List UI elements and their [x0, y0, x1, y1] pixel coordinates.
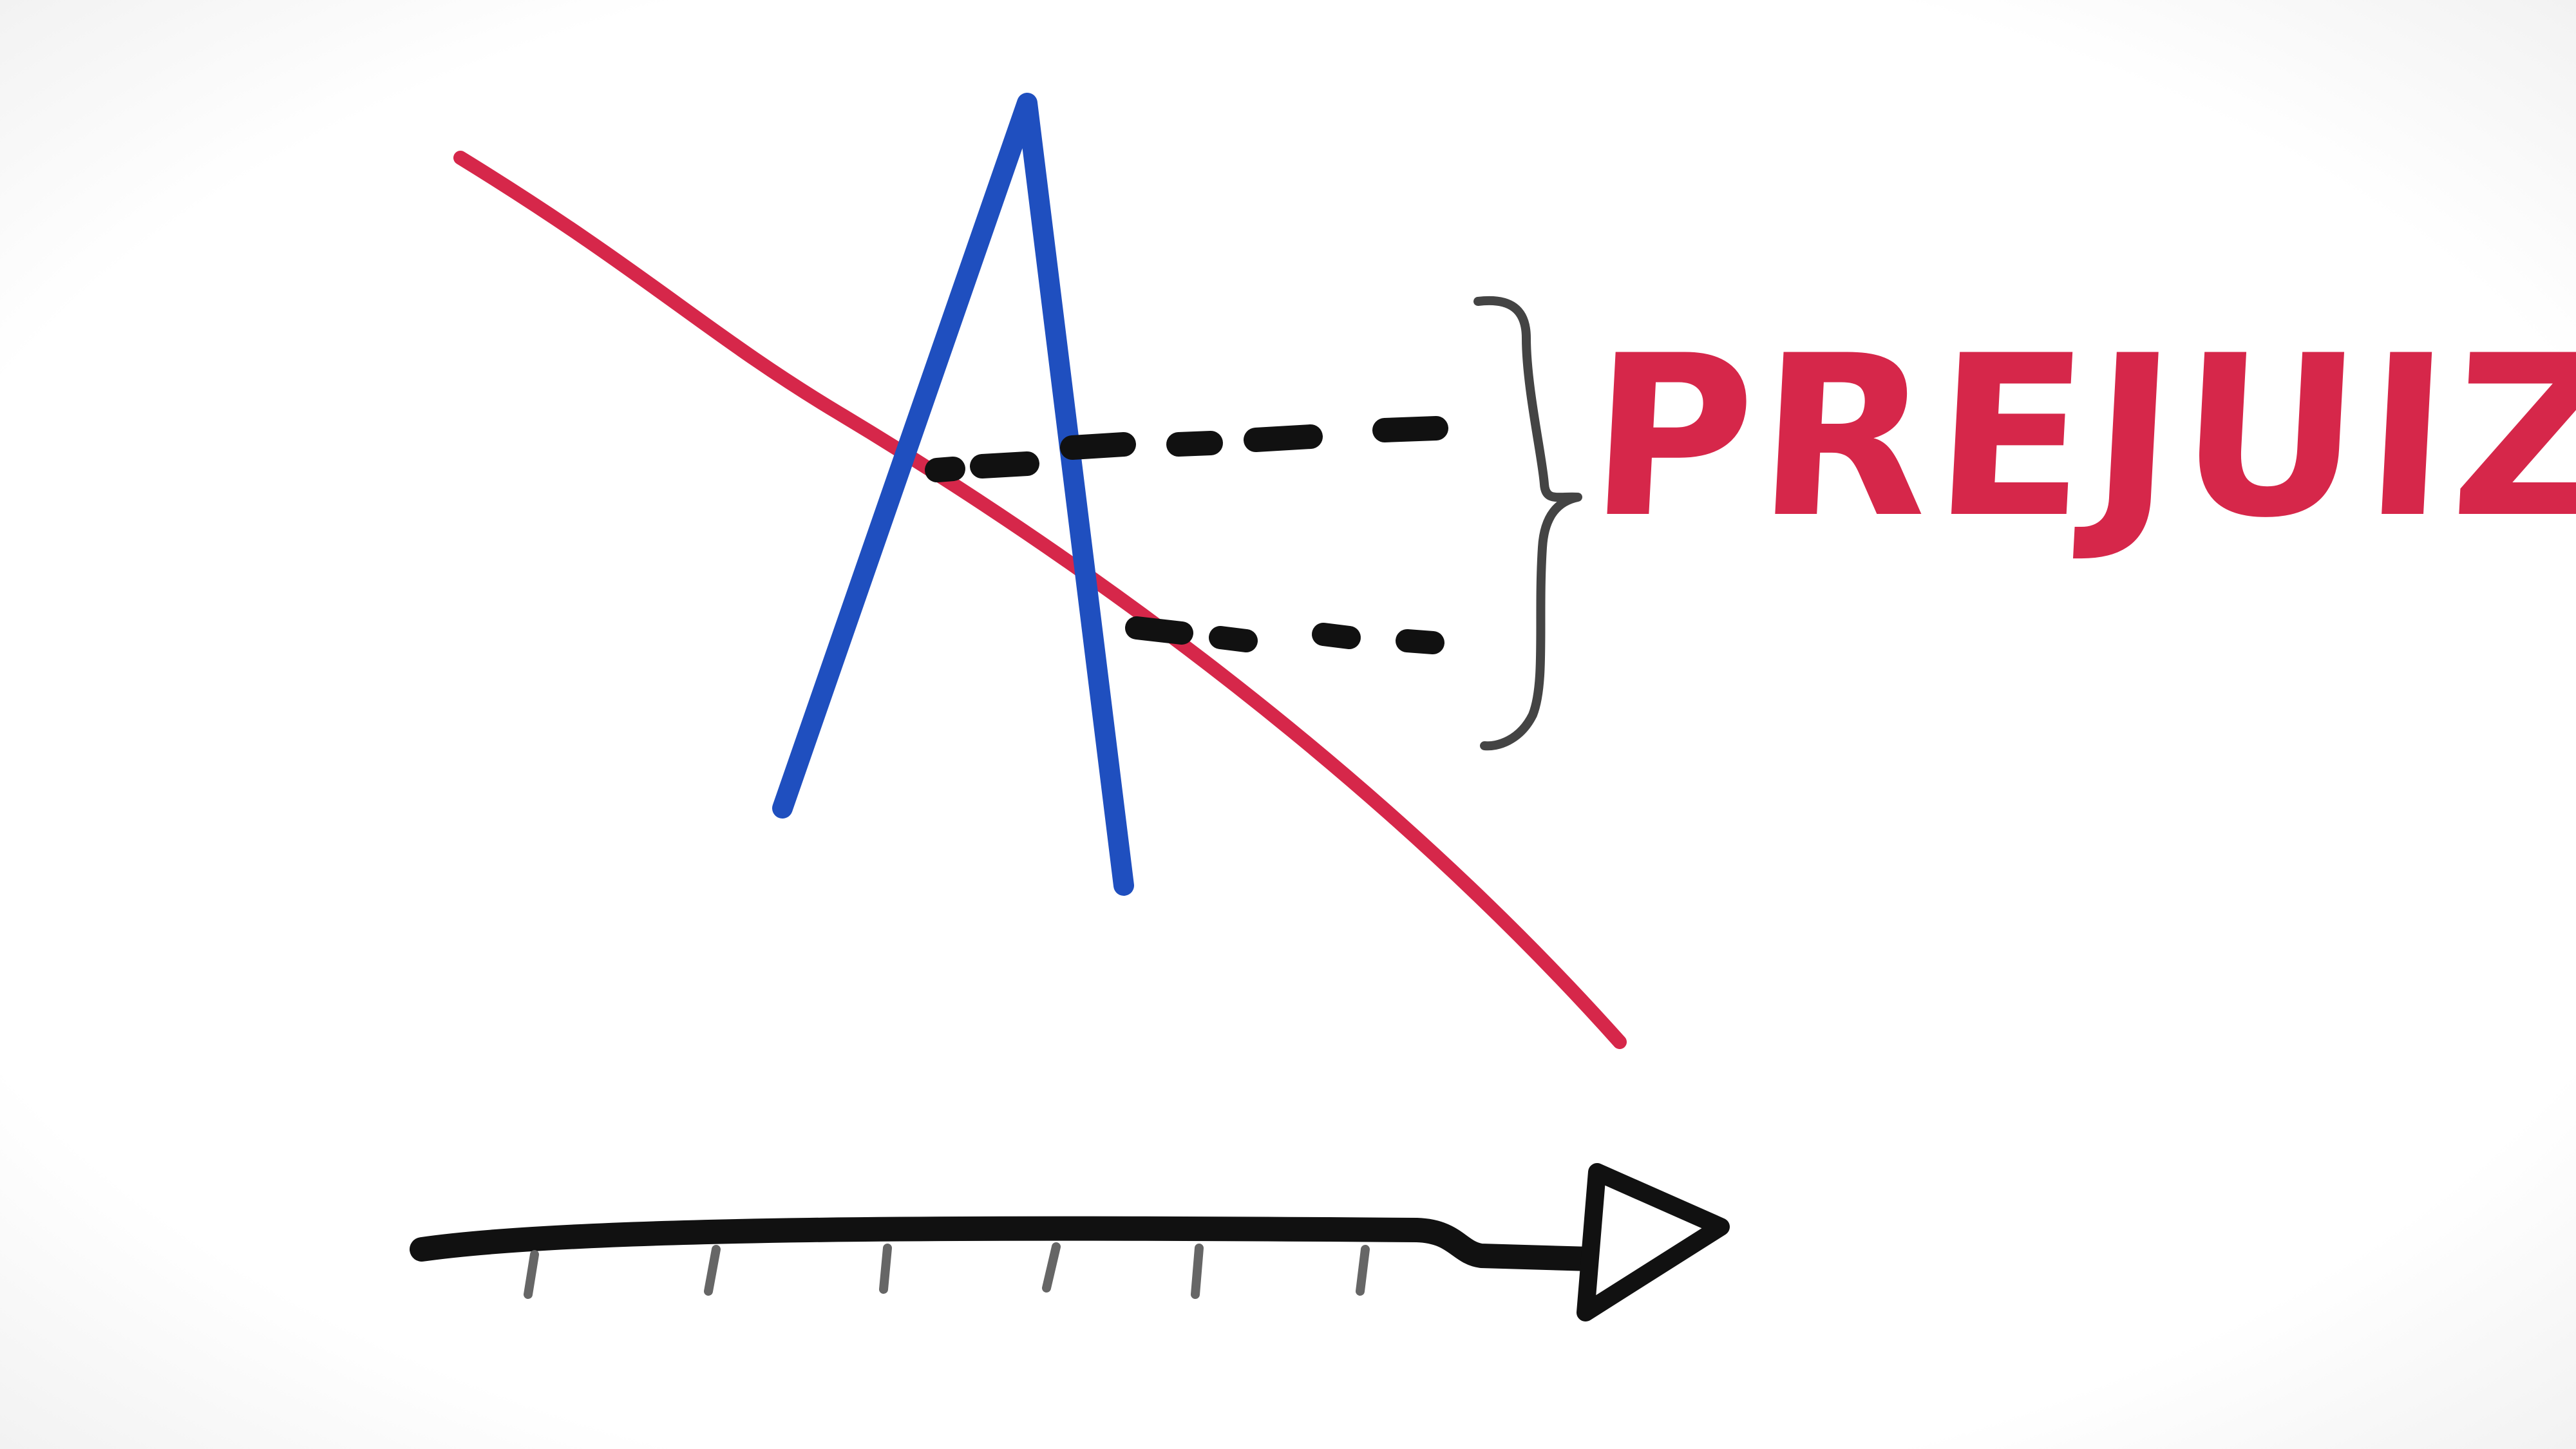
- axis-tick: [524, 1250, 539, 1299]
- axis-ticks: [524, 1242, 1370, 1299]
- lower-dashed-line: [1125, 616, 1444, 654]
- time-axis: [410, 1163, 1730, 1321]
- arrowhead-icon: [1577, 1163, 1730, 1321]
- peak-line: [772, 93, 1134, 896]
- axis-tick: [879, 1244, 892, 1294]
- axis-tick: [1356, 1245, 1370, 1296]
- axis-tick: [1042, 1242, 1061, 1293]
- prejuizo-label: PREJUIZO: [1584, 308, 2576, 567]
- axis-tick: [1191, 1244, 1204, 1299]
- axis-tick: [704, 1245, 721, 1296]
- brace-icon: [1473, 296, 1582, 751]
- upper-dashed-line: [925, 416, 1448, 482]
